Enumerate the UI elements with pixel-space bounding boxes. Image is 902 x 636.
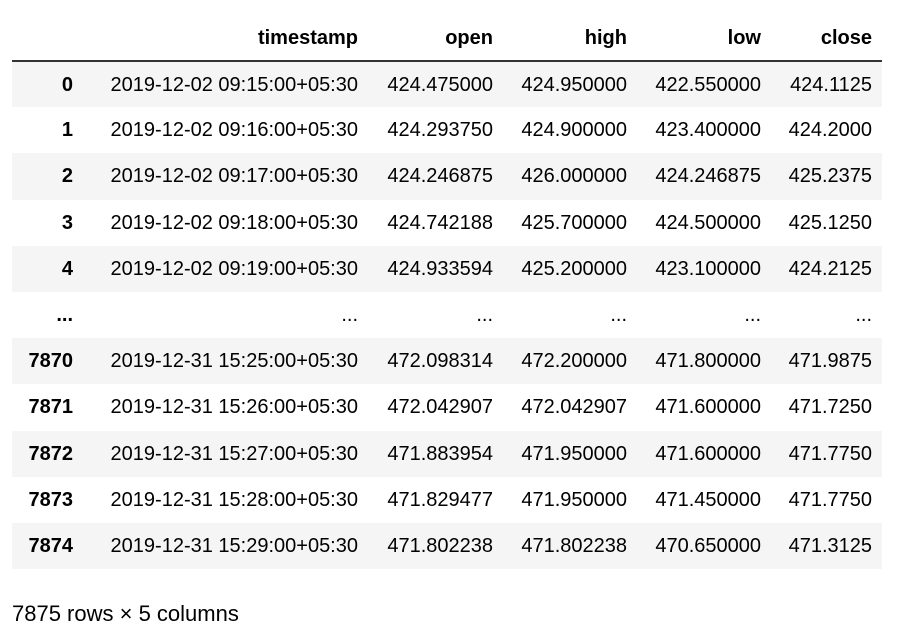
low-cell: 423.400000	[655, 119, 761, 142]
index-column-header	[12, 16, 83, 62]
high-cell: 425.700000	[521, 211, 627, 234]
close-cell: 471.7750	[788, 442, 872, 465]
high-cell: 425.200000	[521, 257, 627, 280]
timestamp-cell: 2019-12-31 15:28:00+05:30	[110, 488, 358, 511]
table-row: 1 2019-12-02 09:16:00+05:30 424.293750 4…	[12, 107, 882, 153]
high-cell: 472.200000	[521, 350, 627, 373]
open-cell: 424.742188	[387, 211, 493, 234]
high-cell: 471.802238	[521, 534, 627, 557]
open-column-header: open	[368, 16, 503, 62]
row-index: 7872	[28, 442, 74, 465]
table-row: 7872 2019-12-31 15:27:00+05:30 471.88395…	[12, 430, 882, 477]
row-index: 2	[61, 165, 73, 188]
low-cell: 422.550000	[655, 73, 761, 96]
open-cell: ...	[476, 304, 493, 327]
close-cell: 425.1250	[788, 211, 872, 234]
low-cell: 471.450000	[655, 488, 761, 511]
ellipsis-row: ... ... ... ... ... ...	[12, 292, 882, 338]
timestamp-cell: 2019-12-31 15:29:00+05:30	[110, 534, 358, 557]
high-cell: 471.950000	[521, 488, 627, 511]
close-cell: 424.2000	[788, 119, 872, 142]
open-cell: 424.933594	[387, 257, 493, 280]
timestamp-cell: 2019-12-31 15:26:00+05:30	[110, 396, 358, 419]
close-cell: ...	[855, 304, 872, 327]
close-cell: 471.7250	[788, 396, 872, 419]
close-cell: 471.9875	[788, 350, 872, 373]
high-cell: 424.900000	[521, 119, 627, 142]
open-cell: 471.829477	[387, 488, 493, 511]
row-index: 7871	[28, 396, 74, 419]
header-row: timestamp open high low close	[12, 16, 882, 62]
table-row: 7874 2019-12-31 15:29:00+05:30 471.80223…	[12, 522, 882, 570]
row-index: 3	[61, 211, 73, 234]
table-row: 7870 2019-12-31 15:25:00+05:30 472.09831…	[12, 338, 882, 385]
table-row: 7871 2019-12-31 15:26:00+05:30 472.04290…	[12, 384, 882, 430]
timestamp-cell: 2019-12-31 15:25:00+05:30	[110, 350, 358, 373]
timestamp-column-header: timestamp	[83, 16, 368, 62]
row-index: 7870	[28, 350, 74, 373]
open-cell: 471.802238	[387, 534, 493, 557]
table-row: 2 2019-12-02 09:17:00+05:30 424.246875 4…	[12, 153, 882, 200]
close-cell: 471.7750	[788, 488, 872, 511]
close-cell: 471.3125	[788, 534, 872, 557]
row-index: 4	[61, 257, 73, 280]
timestamp-cell: 2019-12-31 15:27:00+05:30	[110, 442, 358, 465]
open-cell: 471.883954	[387, 442, 493, 465]
timestamp-cell: ...	[341, 304, 358, 327]
high-cell: 424.950000	[521, 73, 627, 96]
dataframe-shape-summary: 7875 rows × 5 columns	[12, 601, 239, 626]
table-row: 4 2019-12-02 09:19:00+05:30 424.933594 4…	[12, 245, 882, 292]
low-column-header: low	[637, 16, 771, 62]
table-body: 0 2019-12-02 09:15:00+05:30 424.475000 4…	[12, 61, 882, 570]
close-cell: 424.2125	[788, 257, 872, 280]
row-index: 7874	[28, 534, 74, 557]
timestamp-cell: 2019-12-02 09:16:00+05:30	[110, 119, 358, 142]
low-cell: 471.800000	[655, 350, 761, 373]
table-row: 7873 2019-12-31 15:28:00+05:30 471.82947…	[12, 477, 882, 523]
timestamp-cell: 2019-12-02 09:18:00+05:30	[110, 211, 358, 234]
open-cell: 424.246875	[387, 165, 493, 188]
high-cell: 426.000000	[521, 165, 627, 188]
low-cell: 471.600000	[655, 442, 761, 465]
row-index: 7873	[28, 488, 74, 511]
row-index: 1	[61, 119, 73, 142]
open-cell: 472.042907	[387, 396, 493, 419]
table-header: timestamp open high low close	[12, 16, 882, 62]
high-column-header: high	[503, 16, 637, 62]
open-cell: 424.475000	[387, 73, 493, 96]
timestamp-cell: 2019-12-02 09:19:00+05:30	[110, 257, 358, 280]
low-cell: 424.246875	[655, 165, 761, 188]
dataframe-table: timestamp open high low close 0 2019-12-…	[12, 16, 882, 570]
high-cell: ...	[610, 304, 627, 327]
table-row: 0 2019-12-02 09:15:00+05:30 424.475000 4…	[12, 61, 882, 108]
open-cell: 424.293750	[387, 119, 493, 142]
table-row: 3 2019-12-02 09:18:00+05:30 424.742188 4…	[12, 200, 882, 246]
close-column-header: close	[771, 16, 882, 62]
close-cell: 424.1125	[790, 73, 872, 96]
timestamp-cell: 2019-12-02 09:17:00+05:30	[110, 165, 358, 188]
low-cell: 470.650000	[655, 534, 761, 557]
low-cell: 424.500000	[655, 211, 761, 234]
timestamp-cell: 2019-12-02 09:15:00+05:30	[110, 73, 358, 96]
high-cell: 471.950000	[521, 442, 627, 465]
close-cell: 425.2375	[788, 165, 872, 188]
open-cell: 472.098314	[387, 350, 493, 373]
low-cell: 423.100000	[655, 257, 761, 280]
low-cell: 471.600000	[655, 396, 761, 419]
row-index: 0	[61, 73, 73, 96]
row-index: ...	[56, 304, 73, 327]
high-cell: 472.042907	[521, 396, 627, 419]
low-cell: ...	[744, 304, 761, 327]
